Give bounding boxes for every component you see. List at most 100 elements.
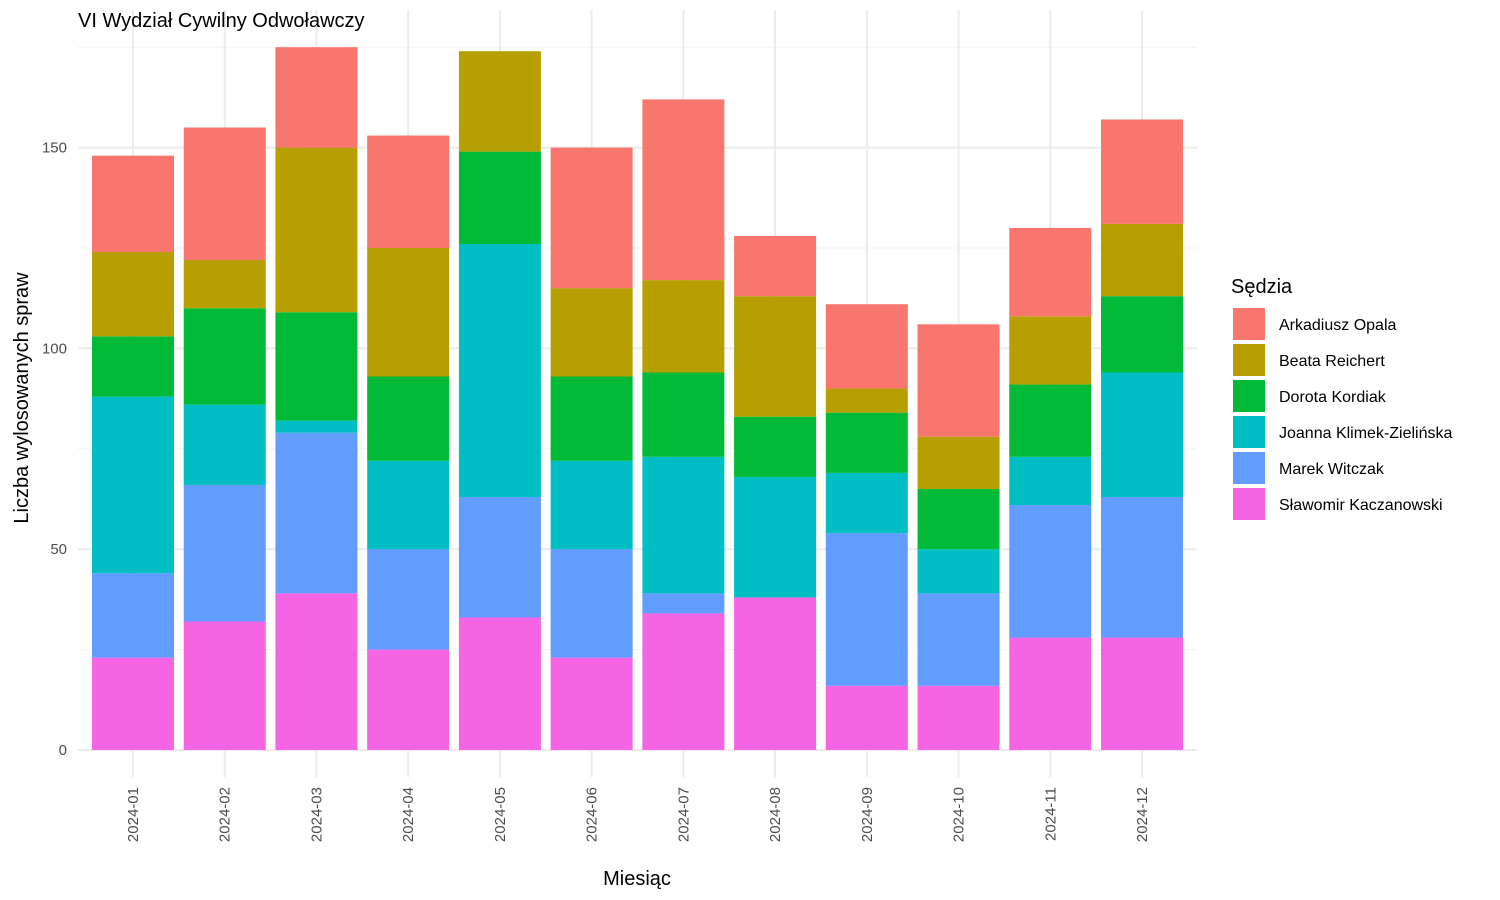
bar-segment [183, 621, 266, 750]
bar-segment [275, 420, 358, 433]
legend-swatch [1233, 380, 1265, 412]
legend-swatch [1233, 488, 1265, 520]
bar-segment [642, 280, 725, 373]
x-tick-label: 2024-09 [859, 787, 876, 842]
bar-segment [458, 243, 541, 497]
y-tick-label: 50 [50, 541, 67, 558]
bar-segment [550, 288, 633, 377]
legend: Sędzia Arkadiusz Opala Beata Reichert Doro… [1231, 276, 1453, 520]
bar-segment [917, 488, 1000, 550]
bar-stack-2024-10 [917, 324, 1000, 750]
y-tick-label: 150 [42, 140, 67, 157]
bar-segment [92, 155, 174, 253]
bar-segment [825, 533, 908, 686]
bar-segment [1009, 505, 1092, 638]
bar-segment [1009, 316, 1092, 385]
bar-stack-2024-06 [550, 147, 633, 750]
bar-segment [458, 51, 541, 152]
bar-segment [917, 685, 1000, 750]
bar-segment [92, 396, 174, 574]
legend-label: Beata Reichert [1279, 353, 1385, 370]
legend-label: Arkadiusz Opala [1279, 317, 1396, 334]
bar-segment [642, 593, 725, 614]
bar-segment [917, 549, 1000, 594]
bar-segment [367, 549, 450, 650]
bar-segment [458, 151, 541, 244]
bar-segment [642, 99, 725, 281]
bar-segment [642, 456, 725, 594]
bar-stack-2024-12 [1101, 119, 1183, 750]
bar-segment [183, 127, 266, 261]
bar-stack-2024-09 [825, 304, 908, 750]
bar-segment [275, 147, 358, 313]
bar-segment [825, 472, 908, 534]
legend-swatch [1233, 344, 1265, 376]
bar-stack-2024-08 [734, 235, 817, 750]
legend-label: Dorota Kordiak [1279, 389, 1387, 406]
bar-segment [734, 416, 817, 477]
bar-segment [183, 308, 266, 405]
bar-segment [1101, 372, 1183, 497]
x-tick-label: 2024-10 [951, 787, 968, 842]
bar-segment [92, 657, 174, 750]
bar-segment [825, 388, 908, 413]
legend-swatch [1233, 308, 1265, 340]
y-tick-label: 0 [59, 742, 67, 759]
bar-segment [550, 376, 633, 461]
bars [92, 47, 1183, 750]
bar-segment [183, 260, 266, 309]
bar-segment [550, 549, 633, 658]
chart-title: VI Wydział Cywilny Odwoławczy [78, 10, 365, 32]
bar-segment [642, 613, 725, 750]
bar-segment [92, 573, 174, 658]
bar-segment [1009, 227, 1092, 317]
bar-segment [275, 312, 358, 421]
legend-title: Sędzia [1231, 276, 1293, 298]
x-axis-ticks: 2024-01 2024-02 2024-03 2024-04 2024-05 2024-… [125, 787, 1151, 842]
x-tick-label: 2024-06 [584, 787, 601, 842]
y-axis-title: Liczba wylosowanych spraw [11, 272, 33, 524]
bar-segment [734, 296, 817, 417]
bar-stack-2024-04 [367, 135, 450, 750]
bar-segment [367, 248, 450, 377]
bar-segment [917, 593, 1000, 686]
bar-stack-2024-07 [642, 99, 725, 750]
bar-stack-2024-11 [1009, 227, 1092, 750]
x-tick-label: 2024-08 [767, 787, 784, 842]
bar-segment [917, 324, 1000, 437]
bar-segment [1009, 637, 1092, 750]
bar-segment [275, 47, 358, 148]
bar-segment [734, 235, 817, 297]
bar-segment [458, 617, 541, 750]
legend-label: Sławomir Kaczanowski [1279, 497, 1443, 514]
bar-stack-2024-05 [458, 51, 541, 750]
bar-stack-2024-01 [92, 155, 174, 750]
bar-segment [1101, 296, 1183, 373]
x-tick-label: 2024-01 [125, 787, 142, 842]
bar-segment [1009, 456, 1092, 506]
bar-segment [458, 496, 541, 618]
legend-swatch [1233, 416, 1265, 448]
bar-segment [183, 484, 266, 622]
x-tick-label: 2024-07 [675, 787, 692, 842]
bar-segment [1101, 223, 1183, 297]
bar-segment [734, 476, 817, 598]
bar-segment [550, 460, 633, 550]
bar-segment [825, 304, 908, 389]
bar-segment [275, 432, 358, 594]
x-tick-label: 2024-12 [1134, 787, 1151, 842]
x-tick-label: 2024-11 [1042, 787, 1059, 841]
x-tick-label: 2024-05 [492, 787, 509, 842]
bar-segment [1101, 637, 1183, 750]
y-axis-ticks: 0 50 100 150 [42, 140, 67, 759]
bar-segment [734, 597, 817, 750]
bar-segment [917, 436, 1000, 489]
bar-segment [825, 412, 908, 473]
x-tick-label: 2024-02 [217, 787, 234, 842]
bar-segment [1101, 496, 1183, 638]
bar-segment [642, 372, 725, 457]
bar-segment [550, 147, 633, 289]
y-tick-label: 100 [42, 340, 67, 357]
bar-segment [92, 336, 174, 397]
